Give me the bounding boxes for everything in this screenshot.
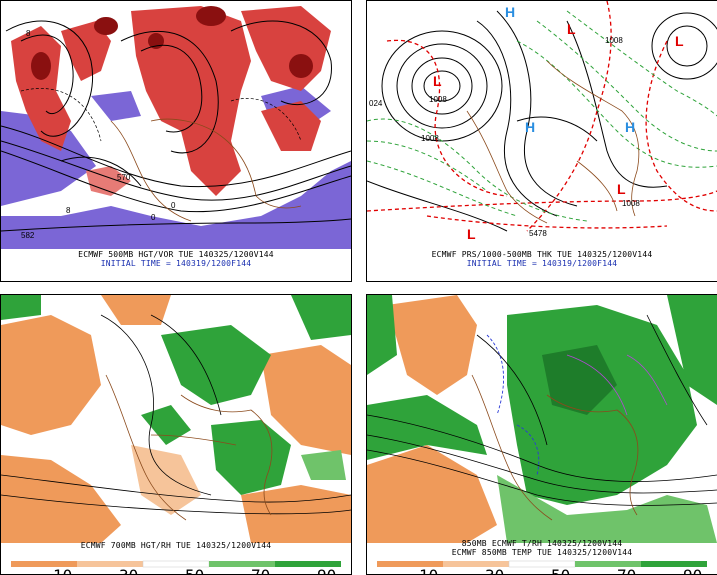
contour-label: 1008: [622, 199, 640, 208]
temp-rh-850mb-map: [367, 295, 717, 568]
colorbar-label: 30: [119, 566, 138, 574]
contour-label: 1008: [605, 36, 623, 45]
low-pressure-marker: L: [567, 21, 576, 37]
panel-caption-initial-time: INITIAL TIME = 140319/1200F144: [466, 259, 618, 268]
map-panel-700mb-rh: ECMWF 700MB HGT/RH TUE 140325/1200V144 1…: [0, 294, 352, 575]
colorbar-label: 90: [317, 566, 336, 574]
contour-label: 024: [369, 99, 383, 108]
panel-caption-title: ECMWF 700MB HGT/RH TUE 140325/1200V144: [80, 541, 272, 550]
low-pressure-marker: L: [617, 181, 626, 197]
panel-caption-title: ECMWF PRS/1000-500MB THK TUE 140325/1200…: [431, 250, 653, 259]
contour-label: 5478: [529, 229, 547, 238]
map-panel-850mb-temp-rh: 850MB ECMWF T/RH 140325/1200V144 ECMWF 8…: [366, 294, 717, 575]
contour-label: 8: [26, 29, 31, 38]
contour-label: 8: [66, 206, 71, 215]
pressure-thickness-map: [367, 1, 717, 249]
low-pressure-marker: L: [675, 33, 684, 49]
low-pressure-marker: L: [467, 226, 476, 242]
colorbar-label: 30: [485, 566, 504, 574]
contour-label: 0: [171, 201, 176, 210]
colorbar-label: 10: [419, 566, 438, 574]
contour-label: 1008: [421, 134, 439, 143]
colorbar-label: 70: [251, 566, 270, 574]
colorbar-label: 90: [683, 566, 702, 574]
colorbar-label: 50: [551, 566, 570, 574]
low-pressure-marker: L: [433, 73, 442, 89]
high-pressure-marker: H: [525, 119, 536, 135]
colorbar-label: 10: [53, 566, 72, 574]
high-pressure-marker: H: [505, 4, 516, 20]
vorticity-map: [1, 1, 351, 249]
contour-label: 0: [151, 213, 156, 222]
rh-700mb-map: [1, 295, 351, 568]
map-panel-pressure-thickness: L L L L L H H H 1008 1008 1008 1008 024 …: [366, 0, 717, 282]
contour-label: 1008: [429, 95, 447, 104]
colorbar-label: 50: [185, 566, 204, 574]
high-pressure-marker: H: [625, 119, 636, 135]
map-panel-500mb-vorticity: 570 582 8 0 8 0 ECMWF 500MB HGT/VOR TUE …: [0, 0, 352, 282]
contour-label: 582: [21, 231, 35, 240]
panel-caption-initial-time: INITIAL TIME = 140319/1200F144: [100, 259, 252, 268]
colorbar-label: 70: [617, 566, 636, 574]
panel-caption-title: 850MB ECMWF T/RH 140325/1200V144: [461, 539, 623, 548]
panel-caption-title: ECMWF 500MB HGT/VOR TUE 140325/1200V144: [78, 250, 274, 259]
contour-label: 570: [117, 173, 131, 182]
panel-caption-subtitle: ECMWF 850MB TEMP TUE 140325/1200V144: [451, 548, 633, 557]
